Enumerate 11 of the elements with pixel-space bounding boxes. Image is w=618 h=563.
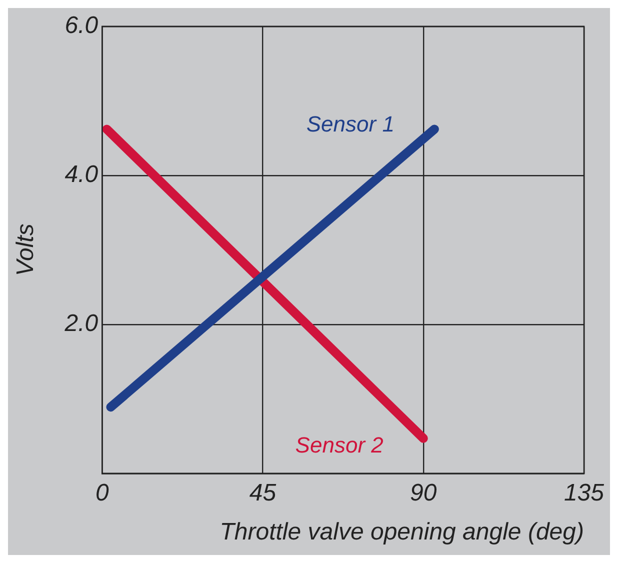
y-tick-label: 6.0 [64, 12, 99, 40]
y-tick-label: 2.0 [64, 310, 99, 338]
x-tick-label: 135 [564, 479, 605, 506]
x-tick-label: 0 [95, 479, 110, 506]
x-axis-title: Throttle valve opening angle (deg) [220, 518, 584, 546]
x-tick-label: 90 [410, 479, 438, 506]
series-label: Sensor 1 [306, 111, 394, 136]
series-label: Sensor 2 [295, 432, 384, 458]
y-axis-title: Volts [12, 224, 40, 276]
y-tick-label: 4.0 [64, 161, 99, 188]
x-tick-label: 45 [249, 479, 277, 506]
